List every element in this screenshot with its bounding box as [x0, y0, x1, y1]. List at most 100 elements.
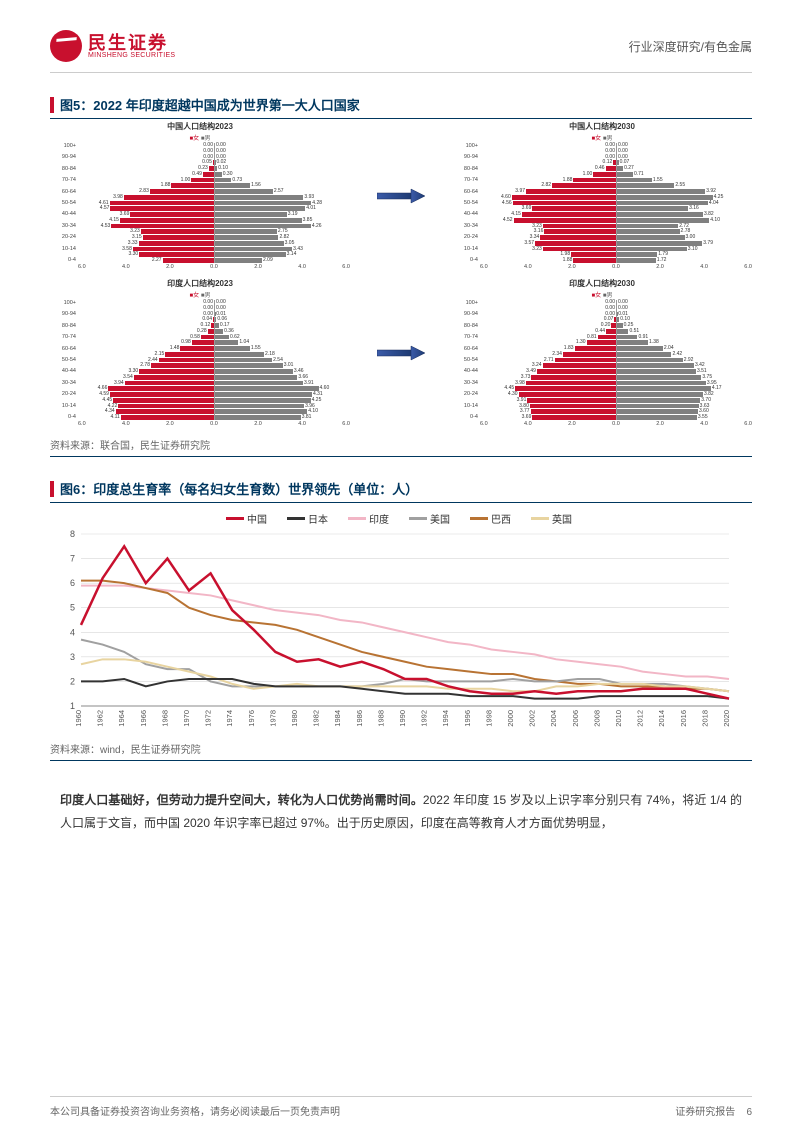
pyramid-bar: 0.71	[617, 172, 633, 177]
pyramid-bar: 3.23	[141, 229, 214, 234]
pyramid-bar: 4.45	[515, 386, 616, 391]
pyramid-bar: 0.07	[617, 160, 619, 165]
pyramid-female-bars: 0.000.000.000.120.461.001.882.823.974.60…	[480, 143, 616, 263]
svg-text:2014: 2014	[657, 710, 666, 727]
pyramid-title: 中国人口结构2030	[452, 121, 752, 132]
svg-text:1976: 1976	[247, 710, 256, 727]
pyramid-bar: 1.00	[191, 178, 214, 183]
logo-cn: 民生证券	[88, 34, 175, 52]
pyramid-bar: 3.91	[215, 381, 303, 386]
population-pyramid: 中国人口结构2023■女 ■男100+90-9480-8470-7460-645…	[50, 121, 350, 276]
pyramid-bar: 4.31	[215, 392, 312, 397]
pyramid-bar: 0.46	[606, 166, 616, 171]
pyramid-female-bars: 0.000.000.000.070.200.440.811.301.832.34…	[480, 300, 616, 420]
svg-text:1988: 1988	[376, 710, 385, 727]
pyramid-bar: 3.82	[617, 212, 703, 217]
svg-text:8: 8	[70, 530, 75, 539]
footer-disclaimer: 本公司具备证券投资咨询业务资格，请务必阅读最后一页免责声明	[50, 1103, 340, 1118]
svg-text:2008: 2008	[592, 710, 601, 727]
pyramid-bar: 4.66	[108, 386, 214, 391]
pyramid-bar: 3.15	[143, 235, 214, 240]
legend-item: 巴西	[470, 511, 511, 526]
pyramid-bar: 3.95	[617, 381, 706, 386]
pyramid-bar: 3.23	[543, 247, 616, 252]
pyramid-bar: 1.98	[571, 252, 616, 257]
pyramid-bar: 4.52	[514, 218, 616, 223]
pyramid-bar: 2.09	[215, 258, 262, 263]
pyramid-bar: 4.45	[113, 398, 214, 403]
pyramid-bar: 0.06	[215, 317, 216, 322]
pyramid-bar: 3.24	[543, 363, 616, 368]
pyramid-bar: 3.82	[617, 392, 703, 397]
svg-text:2016: 2016	[679, 710, 688, 727]
svg-text:2012: 2012	[636, 710, 645, 727]
pyramid-bar: 3.16	[544, 229, 616, 234]
figure-5-title: 图5：2022 年印度超越中国成为世界第一大人口国家	[60, 95, 360, 114]
arrow-icon	[371, 344, 431, 367]
svg-text:1972: 1972	[204, 710, 213, 727]
footer-report-label: 证券研究报告	[675, 1107, 735, 1118]
pyramid-bar: 2.55	[617, 183, 674, 188]
pyramid-bar: 3.55	[617, 415, 697, 420]
pyramid-legend: ■女 ■男	[50, 133, 350, 142]
pyramid-bar: 0.91	[617, 335, 637, 340]
title-bar-icon	[50, 97, 54, 113]
pyramid-bar: 3.77	[531, 409, 616, 414]
pyramid-bar: 4.17	[617, 386, 711, 391]
pyramid-bar: 2.83	[150, 189, 214, 194]
pyramid-bar: 1.55	[617, 178, 652, 183]
chart-legend: 中国日本印度美国巴西英国	[54, 511, 744, 526]
pyramid-female-bars: 0.000.000.000.040.120.280.580.981.482.15…	[78, 300, 214, 420]
pyramid-bar: 0.36	[215, 329, 223, 334]
pyramid-x-axis: 6.04.02.00.02.04.06.0	[50, 420, 350, 427]
svg-text:1968: 1968	[160, 710, 169, 727]
legend-item: 日本	[287, 511, 328, 526]
pyramid-bar: 1.38	[617, 340, 648, 345]
population-pyramid: 印度人口结构2023■女 ■男100+90-9480-8470-7460-645…	[50, 278, 350, 433]
pyramid-bar: 0.44	[606, 329, 616, 334]
logo: 民生证券 MINSHENG SECURITIES	[50, 30, 175, 62]
svg-text:2004: 2004	[549, 710, 558, 727]
pyramid-bar: 3.73	[531, 375, 616, 380]
pyramid-y-axis: 100+90-9480-8470-7460-6450-5440-4430-342…	[50, 143, 78, 263]
svg-text:1996: 1996	[463, 710, 472, 727]
pyramid-x-axis: 6.04.02.00.02.04.06.0	[452, 263, 752, 270]
pyramid-bar: 4.10	[215, 409, 307, 414]
pyramid-bar: 4.15	[120, 218, 214, 223]
pyramid-bar: 3.10	[617, 247, 687, 252]
pyramid-bar: 1.88	[573, 258, 616, 263]
pyramid-bar: 0.51	[617, 329, 628, 334]
pyramid-bar: 2.82	[215, 235, 278, 240]
pyramid-bar: 3.43	[215, 247, 292, 252]
svg-text:1964: 1964	[117, 710, 126, 727]
pyramid-bar: 2.78	[151, 363, 214, 368]
pyramid-bar: 3.63	[617, 404, 699, 409]
pyramid-bar: 3.80	[530, 404, 616, 409]
svg-text:2006: 2006	[571, 710, 580, 727]
pyramid-bar: 3.30	[139, 369, 214, 374]
svg-text:2000: 2000	[506, 710, 515, 727]
svg-text:1978: 1978	[268, 710, 277, 727]
fertility-line-chart: 中国日本印度美国巴西英国 123456781960196219641966196…	[50, 507, 752, 737]
header-category: 行业深度研究/有色金属	[629, 38, 752, 55]
svg-text:1974: 1974	[225, 710, 234, 727]
population-pyramid: 印度人口结构2030■女 ■男100+90-9480-8470-7460-645…	[452, 278, 752, 433]
pyramid-bar: 3.01	[215, 363, 283, 368]
pyramid-bar: 2.27	[163, 258, 214, 263]
pyramid-bar: 3.60	[617, 409, 698, 414]
svg-text:1986: 1986	[355, 710, 364, 727]
pyramid-bar: 2.82	[552, 183, 616, 188]
pyramid-bar: 0.58	[201, 335, 214, 340]
figure-5-source: 资料来源：联合国，民生证券研究院	[50, 437, 752, 457]
pyramid-title: 印度人口结构2030	[452, 278, 752, 289]
svg-text:2: 2	[70, 676, 75, 686]
pyramid-bar: 3.98	[526, 381, 616, 386]
pyramid-bar: 3.54	[134, 375, 214, 380]
pyramid-bar: 3.49	[537, 369, 616, 374]
pyramid-bar: 0.10	[617, 317, 619, 322]
pyramid-bar: 3.85	[215, 218, 302, 223]
pyramid-bar: 4.10	[617, 218, 709, 223]
pyramid-male-bars: 0.000.000.010.100.250.510.911.382.042.42…	[616, 300, 752, 420]
svg-text:1994: 1994	[441, 710, 450, 727]
pyramid-bar: 2.92	[617, 358, 683, 363]
